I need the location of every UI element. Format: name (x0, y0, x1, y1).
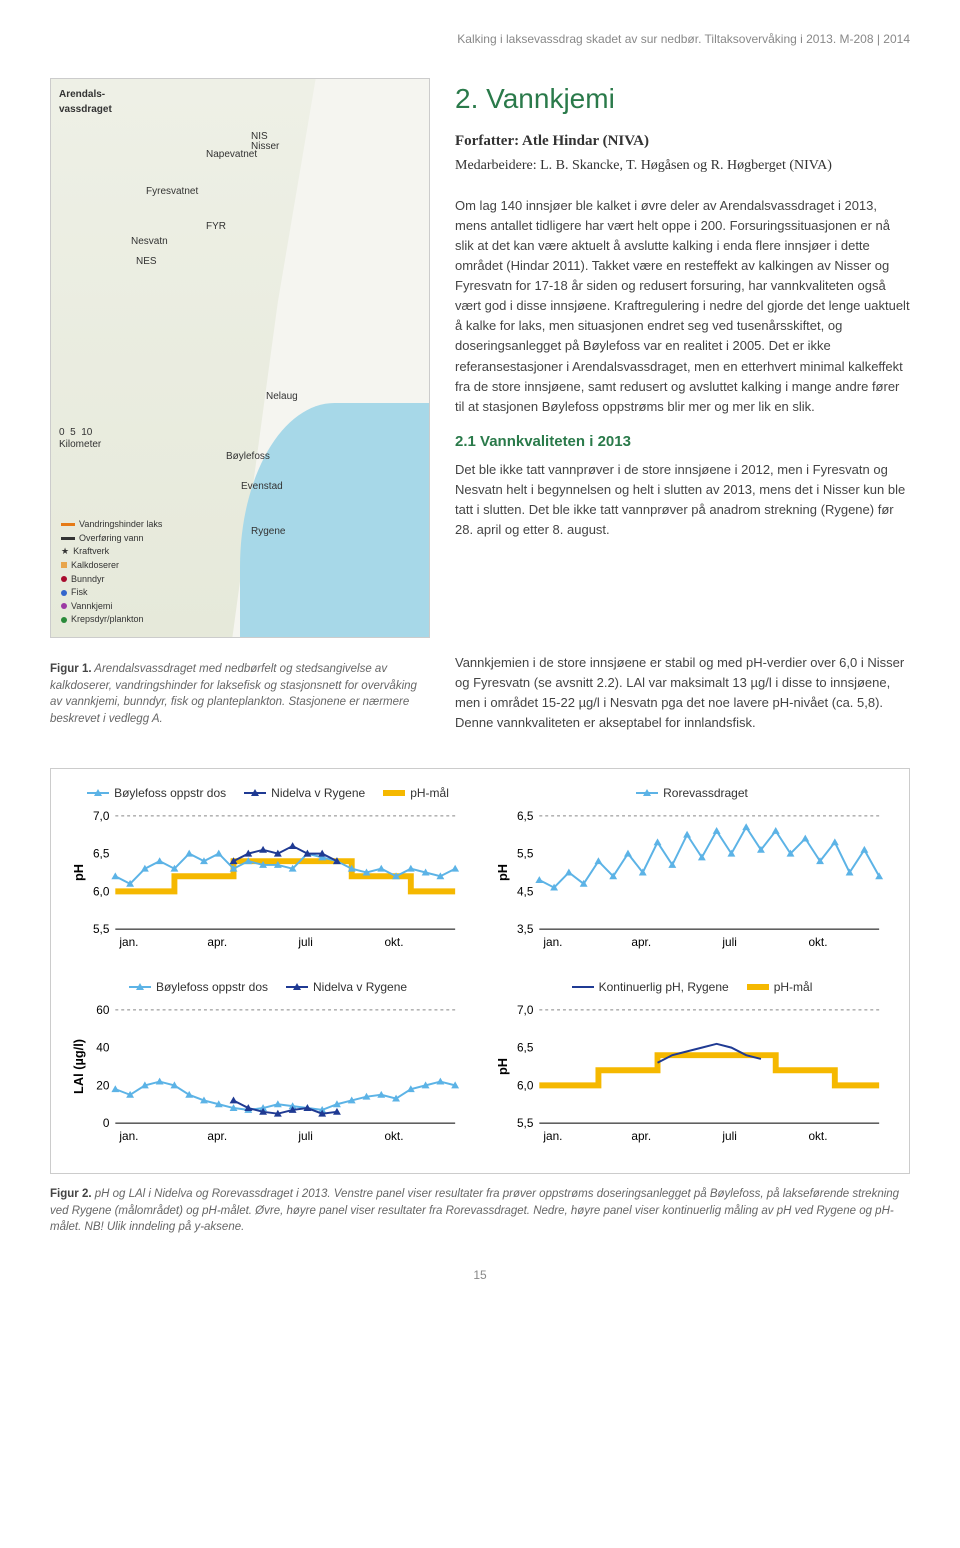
svg-text:LAl (µg/l): LAl (µg/l) (71, 1039, 86, 1094)
paragraph-3: Vannkjemien i de store innsjøene er stab… (455, 653, 910, 734)
legend-kraftverk: Kraftverk (73, 545, 109, 558)
svg-text:apr.: apr. (207, 934, 227, 948)
section-title: 2. Vannkjemi (455, 78, 910, 120)
leg-boylefoss2: Bøylefoss oppstr dos (156, 978, 268, 996)
svg-text:40: 40 (96, 1041, 110, 1055)
legend-fisk: Fisk (71, 586, 88, 599)
map-scale: 0 5 10Kilometer (59, 427, 101, 451)
map-label-evenstad: Evenstad (241, 479, 283, 494)
leg-boylefoss: Bøylefoss oppstr dos (114, 784, 226, 802)
svg-text:pH: pH (495, 864, 510, 881)
fig1-label: Figur 1. (50, 663, 92, 675)
chart-row-2: Bøylefoss oppstr dos Nidelva v Rygene 0 2… (71, 978, 889, 1148)
legend-kalkdoserer: Kalkdoserer (71, 559, 119, 572)
svg-text:juli: juli (297, 934, 312, 948)
map-title: Arendals-vassdraget (59, 87, 112, 117)
svg-text:jan.: jan. (118, 1129, 138, 1143)
chart-kont-right-legend: Kontinuerlig pH, Rygene pH-mål (495, 978, 889, 996)
svg-text:6,5: 6,5 (93, 846, 110, 860)
svg-text:6,0: 6,0 (93, 884, 110, 898)
chart-lal-left: Bøylefoss oppstr dos Nidelva v Rygene 0 2… (71, 978, 465, 1148)
chart-ph-left: Bøylefoss oppstr dos Nidelva v Rygene pH… (71, 784, 465, 954)
charts-container: Bøylefoss oppstr dos Nidelva v Rygene pH… (50, 768, 910, 1175)
svg-text:5,5: 5,5 (93, 922, 110, 936)
coauthor-line: Medarbeidere: L. B. Skancke, T. Høgåsen … (455, 155, 910, 176)
page-number: 15 (50, 1266, 910, 1284)
svg-text:apr.: apr. (207, 1129, 227, 1143)
svg-text:apr.: apr. (631, 1129, 651, 1143)
map-label-nes: NES (136, 254, 157, 269)
svg-text:7,0: 7,0 (517, 1003, 534, 1017)
leg-rygene: Nidelva v Rygene (271, 784, 365, 802)
map-label-nesvatn: Nesvatn (131, 234, 168, 249)
map-legend: Vandringshinder laks Overføring vann ★Kr… (61, 517, 162, 627)
chart-ph-left-svg: 5,5 6,0 6,5 7,0 pH jan. apr. juli okt. (71, 806, 465, 954)
chart-kont-right-svg: 5,5 6,0 6,5 7,0 pH jan. apr. juli okt. (495, 1000, 889, 1148)
map-label-nelaug: Nelaug (266, 389, 298, 404)
chart-lal-left-svg: 0 20 40 60 LAl (µg/l) jan. apr. juli okt. (71, 1000, 465, 1148)
text-column: 2. Vannkjemi Forfatter: Atle Hindar (NIV… (455, 78, 910, 638)
map-label-boylefoss: Bøylefoss (226, 449, 270, 464)
svg-text:5,5: 5,5 (517, 1116, 534, 1130)
legend-vandringshinder: Vandringshinder laks (79, 518, 162, 531)
figure2-caption: Figur 2. pH og LAl i Nidelva og Rorevass… (50, 1186, 910, 1236)
paragraph-2: Det ble ikke tatt vannprøver i de store … (455, 460, 910, 541)
map-label-fyr: FYR (206, 219, 226, 234)
leg-rygene2: Nidelva v Rygene (313, 978, 407, 996)
leg-rore: Rorevassdraget (663, 784, 748, 802)
leg-phmaal2: pH-mål (774, 978, 813, 996)
author-line: Forfatter: Atle Hindar (NIVA) (455, 130, 910, 153)
lower-caption-row: Figur 1. Arendalsvassdraget med nedbørfe… (50, 653, 910, 748)
svg-text:jan.: jan. (542, 934, 562, 948)
leg-kont: Kontinuerlig pH, Rygene (599, 978, 729, 996)
svg-text:7,0: 7,0 (93, 808, 110, 822)
svg-text:okt.: okt. (808, 934, 827, 948)
map-label-rygene: Rygene (251, 524, 285, 539)
subsection-title: 2.1 Vannkvaliteten i 2013 (455, 431, 910, 454)
svg-text:pH: pH (495, 1058, 510, 1075)
svg-text:20: 20 (96, 1079, 110, 1093)
map-figure: Arendals-vassdraget NIS Nisser Napevatne… (50, 78, 430, 638)
figure1-caption: Figur 1. Arendalsvassdraget med nedbørfe… (50, 661, 430, 728)
fig2-text: pH og LAl i Nidelva og Rorevassdraget i … (50, 1188, 899, 1233)
svg-text:juli: juli (297, 1129, 312, 1143)
chart-ph-right: Rorevassdraget 3,5 4,5 5,5 6,5 pH jan. apr. jul… (495, 784, 889, 954)
fig2-label: Figur 2. (50, 1188, 92, 1200)
svg-text:0: 0 (103, 1116, 110, 1130)
svg-text:juli: juli (721, 1129, 736, 1143)
map-column: Arendals-vassdraget NIS Nisser Napevatne… (50, 78, 430, 638)
chart-ph-left-legend: Bøylefoss oppstr dos Nidelva v Rygene pH… (71, 784, 465, 802)
chart-kont-right: Kontinuerlig pH, Rygene pH-mål 5,5 6,0 6,5… (495, 978, 889, 1148)
legend-overforing: Overføring vann (79, 532, 144, 545)
fig1-text: Arendalsvassdraget med nedbørfelt og ste… (50, 663, 417, 725)
page-header: Kalking i laksevassdrag skadet av sur ne… (50, 30, 910, 48)
chart-lal-left-legend: Bøylefoss oppstr dos Nidelva v Rygene (71, 978, 465, 996)
svg-text:okt.: okt. (384, 1129, 403, 1143)
svg-text:okt.: okt. (808, 1129, 827, 1143)
svg-text:3,5: 3,5 (517, 922, 534, 936)
chart-row-1: Bøylefoss oppstr dos Nidelva v Rygene pH… (71, 784, 889, 954)
legend-vannkjemi: Vannkjemi (71, 600, 112, 613)
legend-krepsdyr: Krepsdyr/plankton (71, 613, 144, 626)
leg-phmaal: pH-mål (410, 784, 449, 802)
map-label-napevatnet: Napevatnet (206, 147, 257, 162)
svg-text:6,0: 6,0 (517, 1079, 534, 1093)
legend-bunndyr: Bunndyr (71, 573, 105, 586)
svg-text:6,5: 6,5 (517, 1041, 534, 1055)
svg-text:4,5: 4,5 (517, 884, 534, 898)
svg-text:okt.: okt. (384, 934, 403, 948)
map-label-fyresvatnet: Fyresvatnet (146, 184, 198, 199)
chart-ph-right-svg: 3,5 4,5 5,5 6,5 pH jan. apr. juli okt. (495, 806, 889, 954)
svg-text:60: 60 (96, 1003, 110, 1017)
chart-ph-right-legend: Rorevassdraget (495, 784, 889, 802)
svg-text:pH: pH (71, 864, 86, 881)
svg-text:jan.: jan. (118, 934, 138, 948)
paragraph-1: Om lag 140 innsjøer ble kalket i øvre de… (455, 196, 910, 418)
svg-text:6,5: 6,5 (517, 808, 534, 822)
svg-text:5,5: 5,5 (517, 846, 534, 860)
svg-text:jan.: jan. (542, 1129, 562, 1143)
top-grid: Arendals-vassdraget NIS Nisser Napevatne… (50, 78, 910, 638)
svg-text:apr.: apr. (631, 934, 651, 948)
svg-text:juli: juli (721, 934, 736, 948)
